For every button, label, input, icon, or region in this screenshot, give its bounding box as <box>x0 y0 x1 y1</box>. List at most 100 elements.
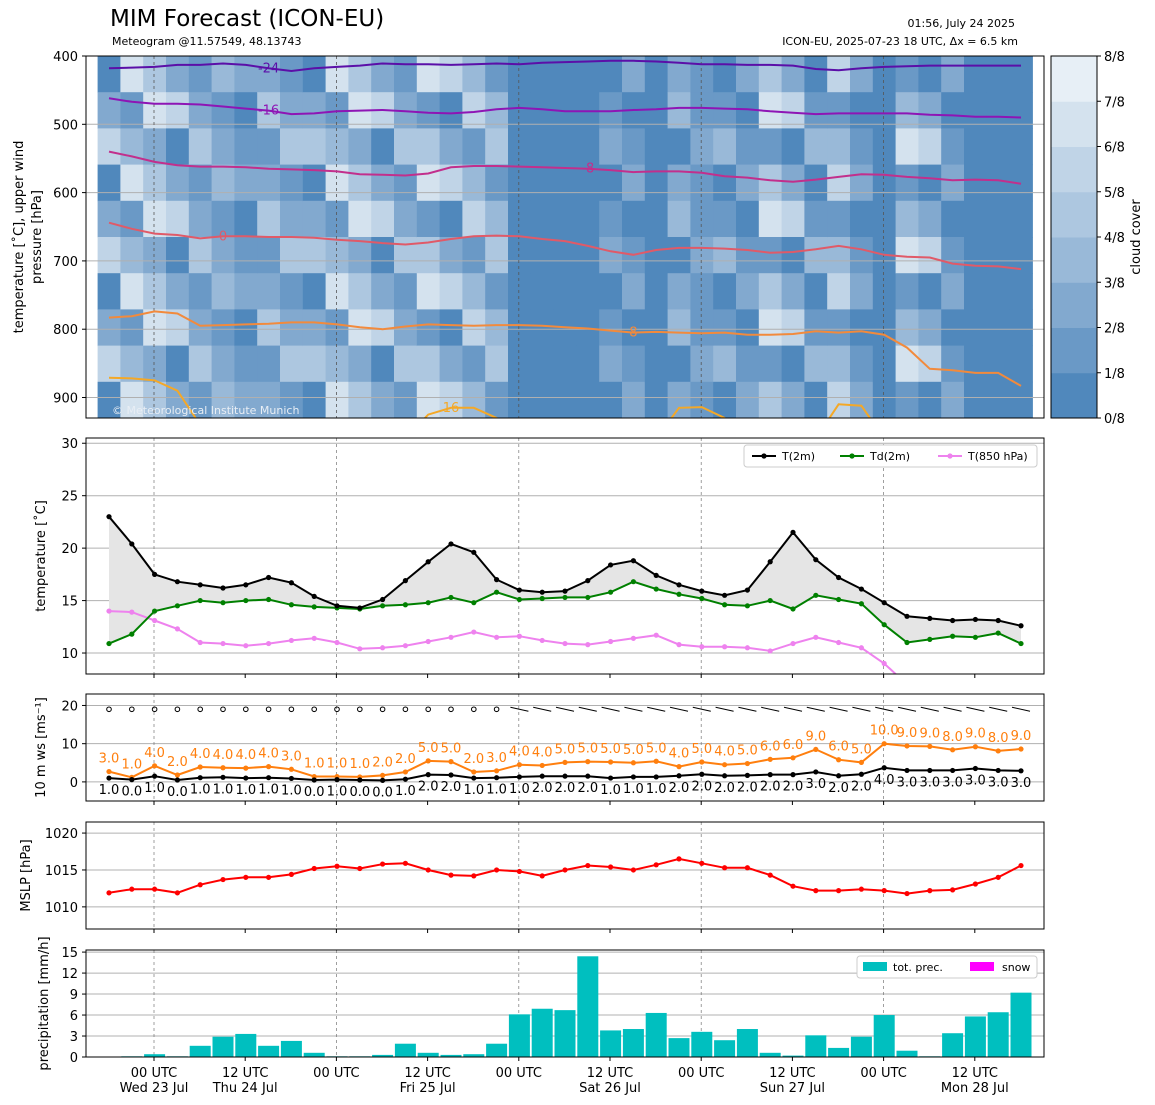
cloud-cell <box>508 273 532 310</box>
cloud-cell <box>690 164 714 202</box>
wind-value-label: 2.0 <box>532 781 553 796</box>
mslp-point <box>380 861 386 867</box>
wind-value-label: 8.0 <box>988 731 1009 746</box>
cloud-cell <box>280 309 304 347</box>
wind-speed-point <box>562 759 568 766</box>
temp-series-0-point <box>220 585 226 591</box>
precip-bar <box>1010 992 1032 1057</box>
temp-series-2-point <box>197 639 203 646</box>
cloud-cell <box>485 273 509 310</box>
ytick-label: 700 <box>53 255 78 270</box>
cloud-cell <box>188 237 213 274</box>
cloud-cell <box>530 56 555 93</box>
cloud-cell <box>986 200 1011 238</box>
cloud-cell <box>485 381 509 418</box>
cloud-cell <box>736 164 760 202</box>
cloud-cell <box>667 273 691 310</box>
wind-value-label: 5.0 <box>691 742 712 757</box>
ytick-label: 600 <box>53 187 78 202</box>
wind-value-label: 4.0 <box>669 747 690 762</box>
cloud-cell <box>234 345 258 383</box>
wind-gust-point <box>858 771 865 777</box>
cloud-cell <box>781 309 805 347</box>
cloud-cell <box>667 200 691 238</box>
wind-value-label: 3.0 <box>99 752 120 767</box>
cloud-cell <box>941 309 965 347</box>
wind-speed-point <box>380 772 386 778</box>
cloud-cell <box>257 345 281 383</box>
wind-speed-point <box>972 744 979 750</box>
wind-gust-point <box>904 767 910 774</box>
cloud-cell <box>530 128 555 166</box>
temp-series-1-point <box>722 602 728 608</box>
wind-barb <box>738 706 757 712</box>
wind-gust-point <box>585 773 591 779</box>
temp-series-2-line <box>108 610 898 674</box>
wind-value-label: 5.0 <box>418 741 439 756</box>
wind-gust-point <box>516 774 523 780</box>
wind-barb <box>448 706 454 713</box>
cloud-cell <box>667 128 691 166</box>
temp-series-1-point <box>927 636 933 642</box>
wind-barb <box>555 706 575 712</box>
temp-series-2-point <box>699 644 705 650</box>
cloud-cell <box>166 56 190 93</box>
precip-bar <box>987 1012 1009 1057</box>
temp-series-2-point <box>243 643 249 649</box>
cloud-cell <box>644 164 669 202</box>
wind-speed-point <box>266 764 272 770</box>
wind-barb <box>493 706 500 713</box>
cloud-cell <box>827 345 851 383</box>
cloud-cell <box>508 237 532 274</box>
temp-series-0-point <box>197 582 203 588</box>
cloud-cell <box>462 164 486 202</box>
wind-barb <box>243 706 249 713</box>
chart-subtitle: Meteogram @11.57549, 48.13743 <box>112 35 302 48</box>
legend-label: T(850 hPa) <box>967 450 1028 463</box>
cloud-cell <box>97 309 121 347</box>
cloud-cell <box>462 56 486 93</box>
cloud-cell <box>804 237 828 274</box>
colorbar-segment <box>1051 56 1097 102</box>
mslp-point <box>767 872 773 878</box>
precip-bar <box>394 1043 416 1057</box>
cloud-cell <box>485 237 509 274</box>
cloud-cell <box>120 164 144 202</box>
cloud-cell <box>97 345 121 383</box>
wind-barb <box>943 706 962 712</box>
temp-series-1-point <box>836 596 842 603</box>
cloud-cell <box>576 345 600 383</box>
ytick-label: 15 <box>61 946 78 961</box>
temp-series-2-point <box>288 637 294 644</box>
mslp-point <box>653 862 659 868</box>
cloud-cell <box>872 309 897 347</box>
cloud-cell <box>804 128 828 166</box>
cloud-cell <box>416 237 441 274</box>
cloud-cell <box>530 381 555 418</box>
wind-speed-point <box>174 772 180 778</box>
precip-bar <box>828 1047 850 1057</box>
isotherm-label: -16 <box>258 104 279 119</box>
xtick-label: 12 UTC <box>952 1066 998 1081</box>
cloud-cell <box>120 128 144 166</box>
cloud-cell <box>530 345 555 383</box>
temp-series-2-point <box>858 645 865 651</box>
wind-value-label: 9.0 <box>897 726 918 741</box>
cloud-cell <box>302 237 327 274</box>
cloud-cell <box>644 128 669 166</box>
temp-series-0-point <box>699 588 705 594</box>
cloud-cell <box>348 381 372 418</box>
cloud-cell <box>599 128 623 166</box>
cloud-cell <box>325 345 349 383</box>
cloud-cell <box>713 273 737 310</box>
cloud-cell <box>553 56 577 93</box>
temp-series-2-point <box>790 640 796 647</box>
colorbar-segment <box>1051 146 1097 193</box>
wind-barb <box>669 706 689 712</box>
cloud-cell <box>348 237 372 274</box>
wind-value-label: 3.0 <box>988 775 1009 790</box>
isotherm-label: -8 <box>581 162 594 177</box>
wind-frame <box>85 693 1045 802</box>
cloud-cell <box>485 56 509 93</box>
cloud-cell <box>462 92 486 129</box>
